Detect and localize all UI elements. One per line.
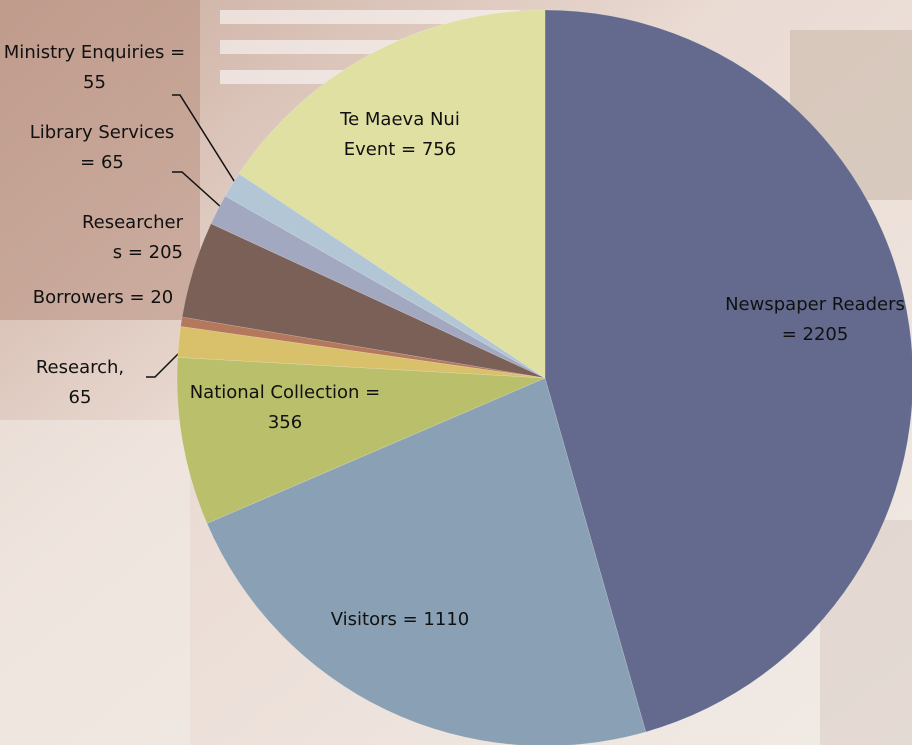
data-label: Borrowers = 20 [28, 283, 178, 313]
data-label: National Collection = 356 [185, 378, 385, 438]
data-label: Te Maeva Nui Event = 756 [320, 105, 480, 165]
data-label: Library Services = 65 [28, 118, 176, 178]
data-label: Research, 65 [28, 353, 132, 413]
data-label: Researchers = 205 [78, 208, 183, 268]
page: Newspaper Readers = 2205 Visitors = 1110 N… [0, 0, 912, 745]
data-label: Visitors = 1110 [300, 605, 500, 635]
data-label: Newspaper Readers = 2205 [715, 290, 912, 350]
data-label: Ministry Enquiries = 55 [2, 38, 187, 98]
